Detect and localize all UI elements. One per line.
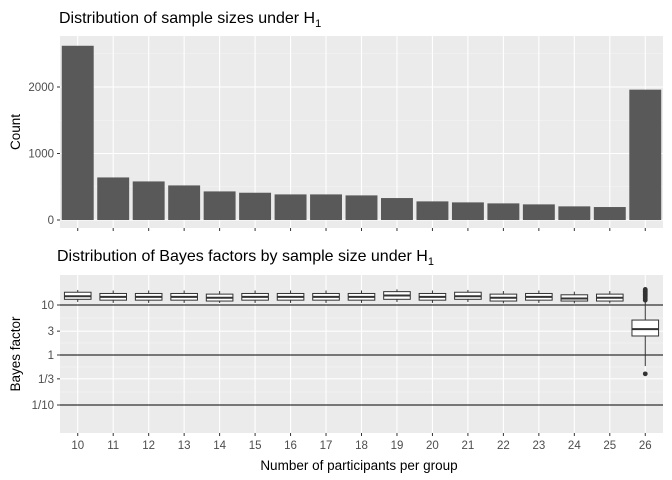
boxplot-23	[525, 290, 553, 303]
bar-12	[132, 181, 165, 220]
bar-22	[487, 203, 520, 220]
bottom-x-tick-label: 23	[532, 440, 545, 452]
bottom-y-axis: 1/10 1/3 1 3 10	[32, 300, 60, 412]
boxplot-17	[312, 290, 340, 303]
bottom-x-tick-label: 14	[213, 440, 226, 452]
bottom-x-tick-label: 20	[426, 440, 439, 452]
bottom-x-tick-label: 26	[639, 440, 652, 452]
boxplots	[63, 287, 660, 377]
bottom-x-axis: 10 11 12 13 14 15 16 17 18 19 20 21 22 23 24 25 26	[71, 433, 652, 452]
box	[631, 319, 660, 337]
boxplot-13	[170, 290, 198, 303]
top-bars	[61, 45, 662, 220]
bottom-y-tick-label: 3	[48, 326, 54, 338]
boxplot-12	[134, 290, 163, 303]
boxplot-18	[347, 290, 376, 303]
boxplot-22	[489, 291, 518, 304]
outlier-point	[642, 371, 648, 377]
bar-15	[239, 192, 272, 220]
bar-11	[97, 177, 130, 220]
top-y-tick-label: 2000	[28, 82, 54, 94]
bar-16	[274, 194, 307, 220]
boxplot-16	[276, 290, 305, 303]
boxplot-14	[205, 291, 234, 303]
bar-26	[629, 89, 662, 220]
bottom-x-tick-label: 24	[568, 440, 581, 452]
reference-lines	[60, 304, 663, 406]
bar-20	[416, 201, 449, 220]
bottom-y-axis-label: Bayes factor	[8, 316, 23, 392]
bottom-chart-title: Distribution of Bayes factors by sample …	[57, 248, 434, 268]
bottom-x-tick-label: 22	[497, 440, 510, 452]
bottom-x-tick-label: 15	[249, 440, 262, 452]
boxplot-26	[631, 287, 660, 377]
bottom-x-tick-label: 12	[142, 440, 155, 452]
bar-13	[168, 185, 201, 220]
bar-19	[381, 198, 413, 220]
bottom-x-tick-label: 11	[107, 440, 119, 452]
bottom-x-tick-label: 13	[178, 440, 191, 452]
bar-21	[451, 202, 484, 220]
bottom-x-tick-label: 19	[391, 440, 404, 452]
bar-10	[61, 45, 94, 220]
bottom-y-tick-label: 1/3	[38, 374, 54, 386]
boxplot-20	[418, 290, 447, 303]
bottom-x-tick-label: 16	[284, 440, 297, 452]
bottom-x-tick-label: 17	[320, 440, 333, 452]
top-y-tick-label: 0	[48, 215, 54, 227]
bottom-x-tick-label: 18	[355, 440, 368, 452]
top-y-axis: 0 1000 2000	[28, 82, 646, 231]
bar-24	[558, 206, 591, 220]
boxplot-15	[241, 290, 269, 303]
boxplot-11	[99, 290, 128, 303]
boxplot-25	[595, 291, 624, 304]
boxplot-21	[454, 289, 482, 302]
boxplot-19	[383, 289, 411, 302]
bottom-x-tick-label: 25	[603, 440, 616, 452]
top-y-axis-label: Count	[8, 114, 23, 150]
top-y-tick-label: 1000	[28, 149, 54, 161]
bottom-x-tick-label: 21	[462, 440, 475, 452]
bottom-x-axis-label: Number of participants per group	[260, 458, 457, 473]
bar-17	[310, 194, 342, 220]
boxplot-10	[63, 289, 92, 302]
bottom-x-tick-label: 10	[71, 440, 84, 452]
bottom-y-tick-label: 1	[48, 350, 54, 362]
boxplot-24	[560, 291, 589, 304]
bar-14	[203, 191, 236, 220]
top-chart-title: Distribution of sample sizes under H1	[59, 10, 321, 30]
bottom-y-tick-label: 1/10	[32, 400, 54, 412]
bottom-y-tick-label: 10	[41, 300, 54, 312]
outlier-point	[642, 287, 648, 292]
bar-23	[522, 204, 555, 220]
bar-25	[593, 207, 626, 220]
bar-18	[345, 195, 378, 220]
